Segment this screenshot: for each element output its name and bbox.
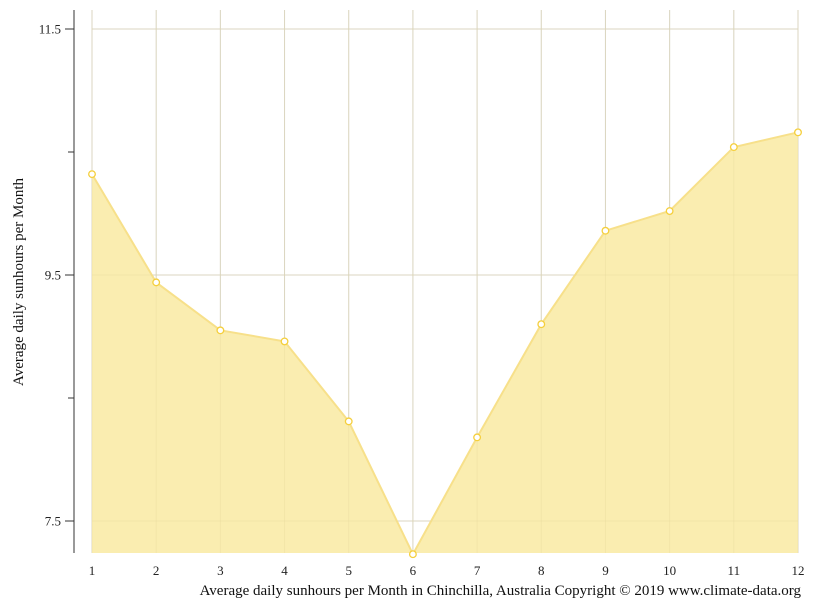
x-tick-label: 2 <box>153 563 160 578</box>
data-point-marker <box>216 326 225 335</box>
data-point-markers <box>88 128 802 559</box>
sunhours-area-fill <box>92 132 798 555</box>
y-axis-ticks: 7.5 9.5 11.5 <box>39 22 74 529</box>
chart-caption: Average daily sunhours per Month in Chin… <box>199 583 801 599</box>
data-point-marker <box>537 320 546 329</box>
sunhours-line <box>91 131 799 557</box>
data-point-marker <box>88 170 96 179</box>
data-point-marker <box>601 226 610 235</box>
x-tick-label: 1 <box>89 563 96 578</box>
x-tick-label: 11 <box>728 563 741 578</box>
data-point-marker <box>280 337 289 346</box>
data-point-marker <box>408 550 417 559</box>
x-tick-label: 5 <box>345 563 352 578</box>
x-tick-label: 3 <box>217 563 224 578</box>
x-tick-label: 6 <box>410 563 417 578</box>
data-point-marker <box>152 278 161 287</box>
x-tick-label: 10 <box>663 563 676 578</box>
y-tick-label: 7.5 <box>45 514 61 529</box>
x-tick-label: 9 <box>602 563 609 578</box>
x-tick-label: 7 <box>474 563 481 578</box>
data-point-marker <box>794 128 802 137</box>
data-point-marker <box>473 433 482 442</box>
x-tick-label: 12 <box>792 563 805 578</box>
data-point-marker <box>344 417 353 426</box>
y-axis-title: Average daily sunhours per Month <box>11 178 27 387</box>
x-tick-label: 4 <box>281 563 288 578</box>
x-tick-label: 8 <box>538 563 545 578</box>
y-tick-label: 9.5 <box>45 268 61 283</box>
horizontal-gridlines-overlay <box>92 28 798 522</box>
x-axis-tick-labels: 1 2 3 4 5 6 7 8 9 10 11 12 <box>89 563 805 578</box>
data-point-marker <box>729 143 738 152</box>
y-tick-label: 11.5 <box>39 22 61 37</box>
data-point-marker <box>665 207 674 215</box>
